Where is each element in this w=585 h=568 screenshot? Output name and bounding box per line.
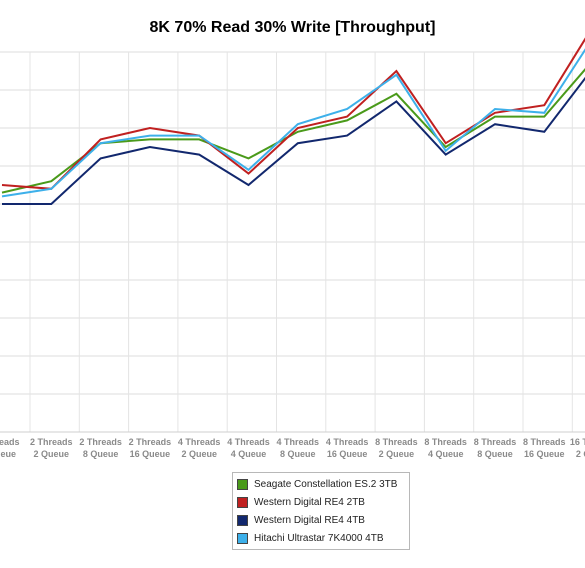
legend-swatch	[237, 532, 248, 544]
series-layer	[1, 37, 585, 205]
x-tick-label: 2 Queue	[181, 449, 217, 459]
x-tick-label: 8 Threads	[474, 437, 517, 447]
series-line-1	[1, 68, 585, 194]
x-tick-labels: Threads Queue 2 Threads 2 Queue 2 Threads 8 Q…	[0, 437, 585, 459]
legend-label: Hitachi Ultrastar 7K4000 4TB	[254, 532, 384, 544]
x-tick-label: 4 Threads	[326, 437, 369, 447]
x-tick-label: 4 Threads	[178, 437, 221, 447]
x-tick-label: 8 Queue	[280, 449, 316, 459]
x-tick-label: 4 Queue	[231, 449, 267, 459]
chart-title: 8K 70% Read 30% Write [Throughput]	[149, 19, 436, 36]
x-tick-label: 2 Queue	[34, 449, 70, 459]
x-tick-label: 16 Threads	[570, 437, 585, 447]
legend-label: Western Digital RE4 2TB	[254, 496, 365, 508]
legend-label: Seagate Constellation ES.2 3TB	[254, 478, 398, 490]
x-tick-label: 4 Queue	[428, 449, 464, 459]
series-line-2	[1, 37, 585, 190]
x-tick-label: 8 Threads	[375, 437, 418, 447]
x-tick-label: 8 Queue	[83, 449, 119, 459]
legend-swatch	[237, 496, 248, 508]
x-tick-label: Queue	[0, 449, 16, 459]
x-tick-label: 8 Queue	[477, 449, 513, 459]
legend-item: Seagate Constellation ES.2 3TB	[237, 475, 405, 493]
grid-layer	[0, 51, 585, 433]
x-tick-label: 2 Threads	[79, 437, 122, 447]
x-tick-label: 4 Threads	[277, 437, 320, 447]
legend-label: Western Digital RE4 4TB	[254, 514, 365, 526]
x-tick-label: 2 Threads	[129, 437, 172, 447]
x-tick-label: 4 Threads	[227, 437, 270, 447]
x-tick-label: Threads	[0, 437, 20, 447]
legend-swatch	[237, 514, 248, 526]
series-line-3	[2, 76, 585, 205]
legend-item: Hitachi Ultrastar 7K4000 4TB	[237, 529, 405, 547]
x-tick-label: 16 Queue	[130, 449, 171, 459]
x-tick-label: 8 Threads	[523, 437, 566, 447]
x-tick-label: 2 Queue	[379, 449, 415, 459]
chart-legend: Seagate Constellation ES.2 3TB Western Di…	[232, 472, 410, 550]
legend-item: Western Digital RE4 4TB	[237, 511, 405, 529]
x-tick-label: 2 Threads	[30, 437, 73, 447]
x-tick-label: 8 Threads	[424, 437, 467, 447]
x-tick-label: 16 Queue	[524, 449, 565, 459]
x-tick-label: 16 Queue	[327, 449, 368, 459]
x-tick-label: 2 Queue	[576, 449, 585, 459]
legend-swatch	[237, 478, 248, 490]
legend-item: Western Digital RE4 2TB	[237, 493, 405, 511]
series-line-4	[1, 48, 585, 198]
